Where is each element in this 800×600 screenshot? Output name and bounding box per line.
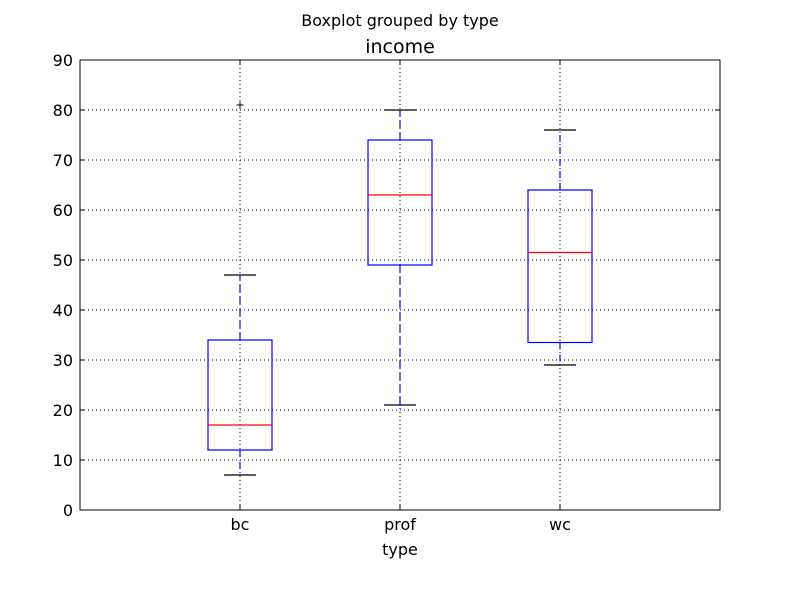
- y-tick-label: 0: [63, 501, 73, 520]
- box-group-bc: [207, 101, 273, 476]
- y-tick-label: 30: [53, 351, 73, 370]
- iqr-box: [527, 189, 593, 344]
- y-tick-label: 70: [53, 151, 73, 170]
- box-group-prof: [367, 109, 433, 406]
- chart-suptitle: Boxplot grouped by type: [301, 11, 499, 30]
- iqr-box: [367, 139, 433, 266]
- y-tick-label: 50: [53, 251, 73, 270]
- x-axis-label: type: [382, 540, 418, 559]
- x-tick-label-wc: wc: [549, 515, 571, 534]
- y-tick-label: 90: [53, 51, 73, 70]
- box-layer: [207, 101, 593, 476]
- y-tick-label: 10: [53, 451, 73, 470]
- x-tick-label-bc: bc: [231, 515, 250, 534]
- y-tick-label: 60: [53, 201, 73, 220]
- box-group-wc: [527, 129, 593, 366]
- tick-layer: 0 10 20 30 40 50 60 70 80 90 bc prof wc: [53, 51, 720, 534]
- y-tick-label: 40: [53, 301, 73, 320]
- iqr-box: [207, 339, 273, 451]
- chart-title: income: [365, 36, 435, 58]
- x-tick-label-prof: prof: [384, 515, 416, 534]
- y-tick-label: 20: [53, 401, 73, 420]
- y-tick-label: 80: [53, 101, 73, 120]
